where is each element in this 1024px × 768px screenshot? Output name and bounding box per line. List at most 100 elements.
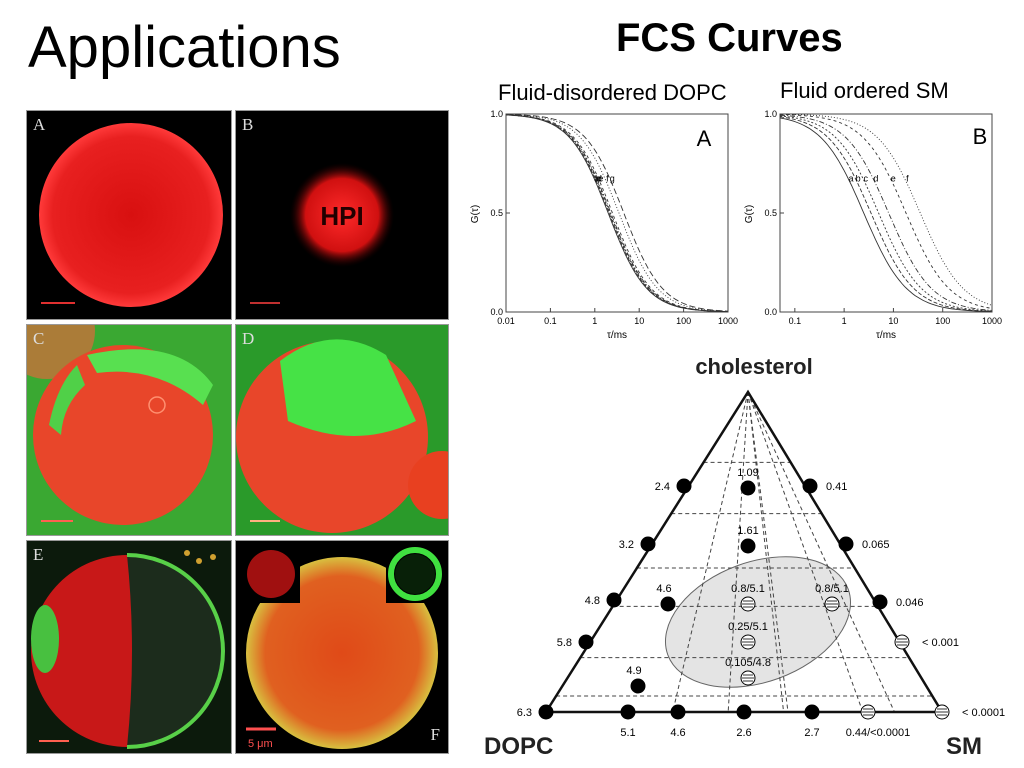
curve-label: e (598, 173, 603, 183)
x-tick-label: 1 (592, 316, 597, 326)
hatch-mark (896, 638, 908, 646)
coexistence-ellipse (664, 556, 852, 688)
data-point (804, 704, 820, 720)
value-label: 5.1 (620, 727, 635, 739)
data-point (676, 478, 692, 494)
value-label: < 0.0001 (962, 707, 1005, 719)
curve-label: d (873, 173, 878, 183)
micrograph-panel-b: HPI B (235, 110, 449, 320)
x-tick-label: 10 (634, 316, 644, 326)
data-point (660, 596, 676, 612)
fcs-curve-b (779, 116, 993, 312)
plot-frame-a (505, 113, 729, 313)
curve-label: d (597, 173, 602, 183)
vesicle-image-b: HPI (250, 163, 394, 304)
value-label: 4.6 (656, 583, 671, 595)
fcs-curve-e (505, 114, 729, 312)
curve-label: b (595, 173, 600, 183)
slide-title: Applications (28, 15, 341, 80)
value-label: 5.8 (557, 637, 572, 649)
data-point (630, 678, 646, 694)
ternary-phase-diagram: cholesterol DOPC SM 6.3 5.8 4.8 3.2 2.4 0.41 0… (484, 354, 1005, 760)
value-label: 1.09 (737, 467, 758, 479)
x-tick-label: 1000 (982, 316, 1002, 326)
data-point (740, 538, 756, 554)
data-point (670, 704, 686, 720)
fcs-curve-g (505, 113, 729, 312)
x-tick-label: 100 (935, 316, 950, 326)
value-label: 2.4 (655, 481, 670, 493)
micrograph-panel-a: A (26, 110, 232, 320)
data-point (640, 536, 656, 552)
scale-bar-label: 5 μm (248, 738, 273, 750)
value-label: 0.046 (896, 597, 924, 609)
data-point (578, 634, 594, 650)
x-tick-label: 1 (842, 316, 847, 326)
micrograph-panel-e: E (26, 540, 232, 754)
data-point (838, 536, 854, 552)
plot-frame-b (779, 113, 993, 313)
curve-label: f (906, 173, 909, 183)
curve-label: a (848, 173, 853, 183)
value-label: 0.44/<0.0001 (846, 727, 911, 739)
value-label: 2.6 (736, 727, 751, 739)
data-point (620, 704, 636, 720)
y-tick-label: 1.0 (764, 109, 777, 119)
panel-letter-b: B (242, 115, 254, 134)
vesicle-image-e (31, 550, 225, 749)
value-label: 0.105/4.8 (725, 657, 771, 669)
panel-letter-d: D (242, 329, 255, 348)
data-point (736, 704, 752, 720)
value-label: 4.6 (670, 727, 685, 739)
y-axis-label-a: G(τ) (470, 205, 481, 223)
x-tick-label: 0.01 (497, 316, 515, 326)
fcs-curve-a (779, 117, 993, 312)
value-label: 0.065 (862, 539, 890, 551)
value-label: 4.8 (585, 595, 600, 607)
y-tick-label: 1.0 (490, 109, 503, 119)
panel-letter-f: F (430, 725, 440, 744)
hpi-text: HPI (320, 201, 363, 231)
fcs-curve-f (780, 113, 993, 306)
fcs-curves-title: FCS Curves (616, 16, 843, 60)
data-point (740, 480, 756, 496)
vesicle-image-d (236, 339, 448, 533)
hatch-mark (936, 708, 948, 716)
value-label: 6.3 (517, 707, 532, 719)
value-label: 0.25/5.1 (728, 621, 768, 633)
fcs-curve-e (779, 114, 993, 309)
y-tick-label: 0.0 (764, 307, 777, 317)
y-tick-label: 0.0 (490, 307, 503, 317)
value-label: 2.7 (804, 727, 819, 739)
hatch-mark (862, 708, 874, 716)
value-label: 0.41 (826, 481, 847, 493)
curve-label: b (856, 173, 861, 183)
x-axis-label-b: τ/ms (876, 330, 896, 341)
curve-label: f (606, 173, 609, 183)
y-axis-label-b: G(τ) (744, 205, 755, 223)
panel-letter-a: A (33, 115, 46, 134)
fluid-ordered-label: Fluid ordered SM (780, 78, 949, 103)
hatch-mark (826, 600, 838, 608)
chart-letter-a: A (697, 126, 712, 151)
micrograph-panel-f: 5 μm F (235, 540, 449, 754)
curve-label: g (610, 173, 615, 183)
y-tick-label: 0.5 (490, 208, 503, 218)
curve-label: c (864, 173, 869, 183)
data-point (802, 478, 818, 494)
vesicle-image-c (27, 325, 213, 525)
hatch-mark (742, 674, 754, 682)
vesicle-image-f: 5 μm (242, 545, 444, 750)
x-axis-label-a: τ/ms (607, 330, 627, 341)
x-tick-label: 1000 (718, 316, 738, 326)
apex-cholesterol: cholesterol (695, 354, 812, 379)
fcs-curve-c (779, 115, 993, 312)
fluid-disordered-label: Fluid-disordered DOPC (498, 80, 727, 105)
x-tick-label: 0.1 (544, 316, 557, 326)
data-point (538, 704, 554, 720)
curve-label: a (594, 173, 599, 183)
x-tick-label: 0.1 (789, 316, 802, 326)
chart-letter-b: B (973, 124, 988, 149)
hatch-mark (742, 638, 754, 646)
